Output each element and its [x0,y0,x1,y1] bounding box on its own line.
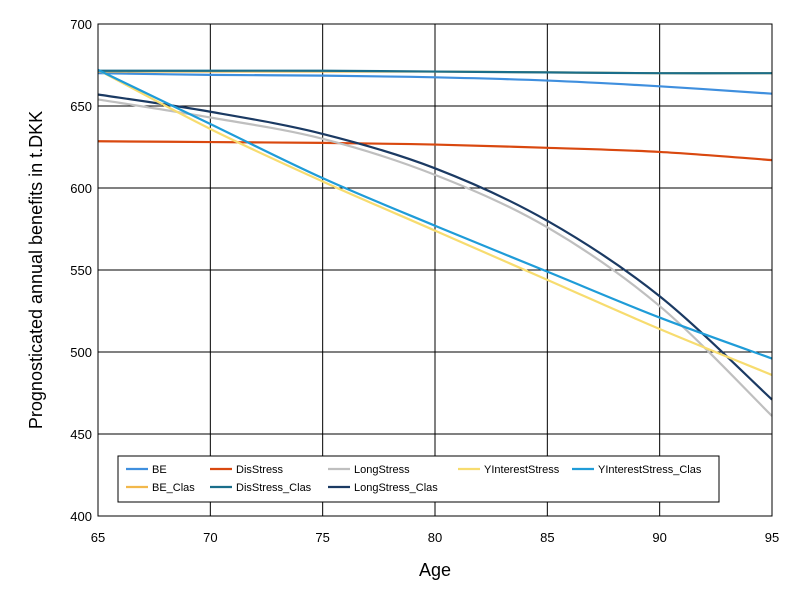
y-tick-label: 500 [70,345,92,360]
x-tick-label: 80 [428,530,442,545]
x-axis-title: Age [419,560,451,580]
y-tick-label: 400 [70,509,92,524]
legend-label-be-clas: BE_Clas [152,482,195,494]
y-tick-label: 600 [70,181,92,196]
series-line-disstress-clas [98,69,773,75]
y-tick-label: 700 [70,17,92,32]
y-tick-label: 450 [70,427,92,442]
series-line-yintereststress-clas [97,68,773,360]
series-line-longstress-clas [97,93,773,401]
series-line-yintereststress [97,68,773,376]
legend-box [117,455,720,503]
series-lines [97,68,773,417]
x-tick-label: 75 [315,530,329,545]
y-tick-labels: 400 450 500 550 600 650 700 [70,17,92,524]
legend-label-longstress: LongStress [354,464,410,476]
series-line-disstress [97,140,773,162]
y-tick-label: 650 [70,99,92,114]
y-axis-title: Prognosticated annual benefits in t.DKK [26,111,46,429]
legend-label-disstress-clas: DisStress_Clas [236,482,312,494]
legend-label-yintereststress-clas: YInterestStress_Clas [598,464,702,476]
x-tick-label: 95 [765,530,779,545]
legend-label-yintereststress: YInterestStress [484,464,560,476]
plot-frame [97,23,773,517]
legend-label-longstress-clas: LongStress_Clas [354,482,438,494]
x-tick-label: 90 [652,530,666,545]
x-tick-label: 65 [91,530,105,545]
legend: BE DisStress LongStress YInterestStress YInt… [117,455,720,503]
x-tick-labels: 65 70 75 80 85 90 95 [91,530,779,545]
x-tick-label: 85 [540,530,554,545]
legend-label-disstress: DisStress [236,464,284,476]
series-line-longstress [97,98,773,417]
series-line-be [97,72,773,95]
legend-label-be: BE [152,464,167,476]
y-tick-label: 550 [70,263,92,278]
x-tick-label: 70 [203,530,217,545]
